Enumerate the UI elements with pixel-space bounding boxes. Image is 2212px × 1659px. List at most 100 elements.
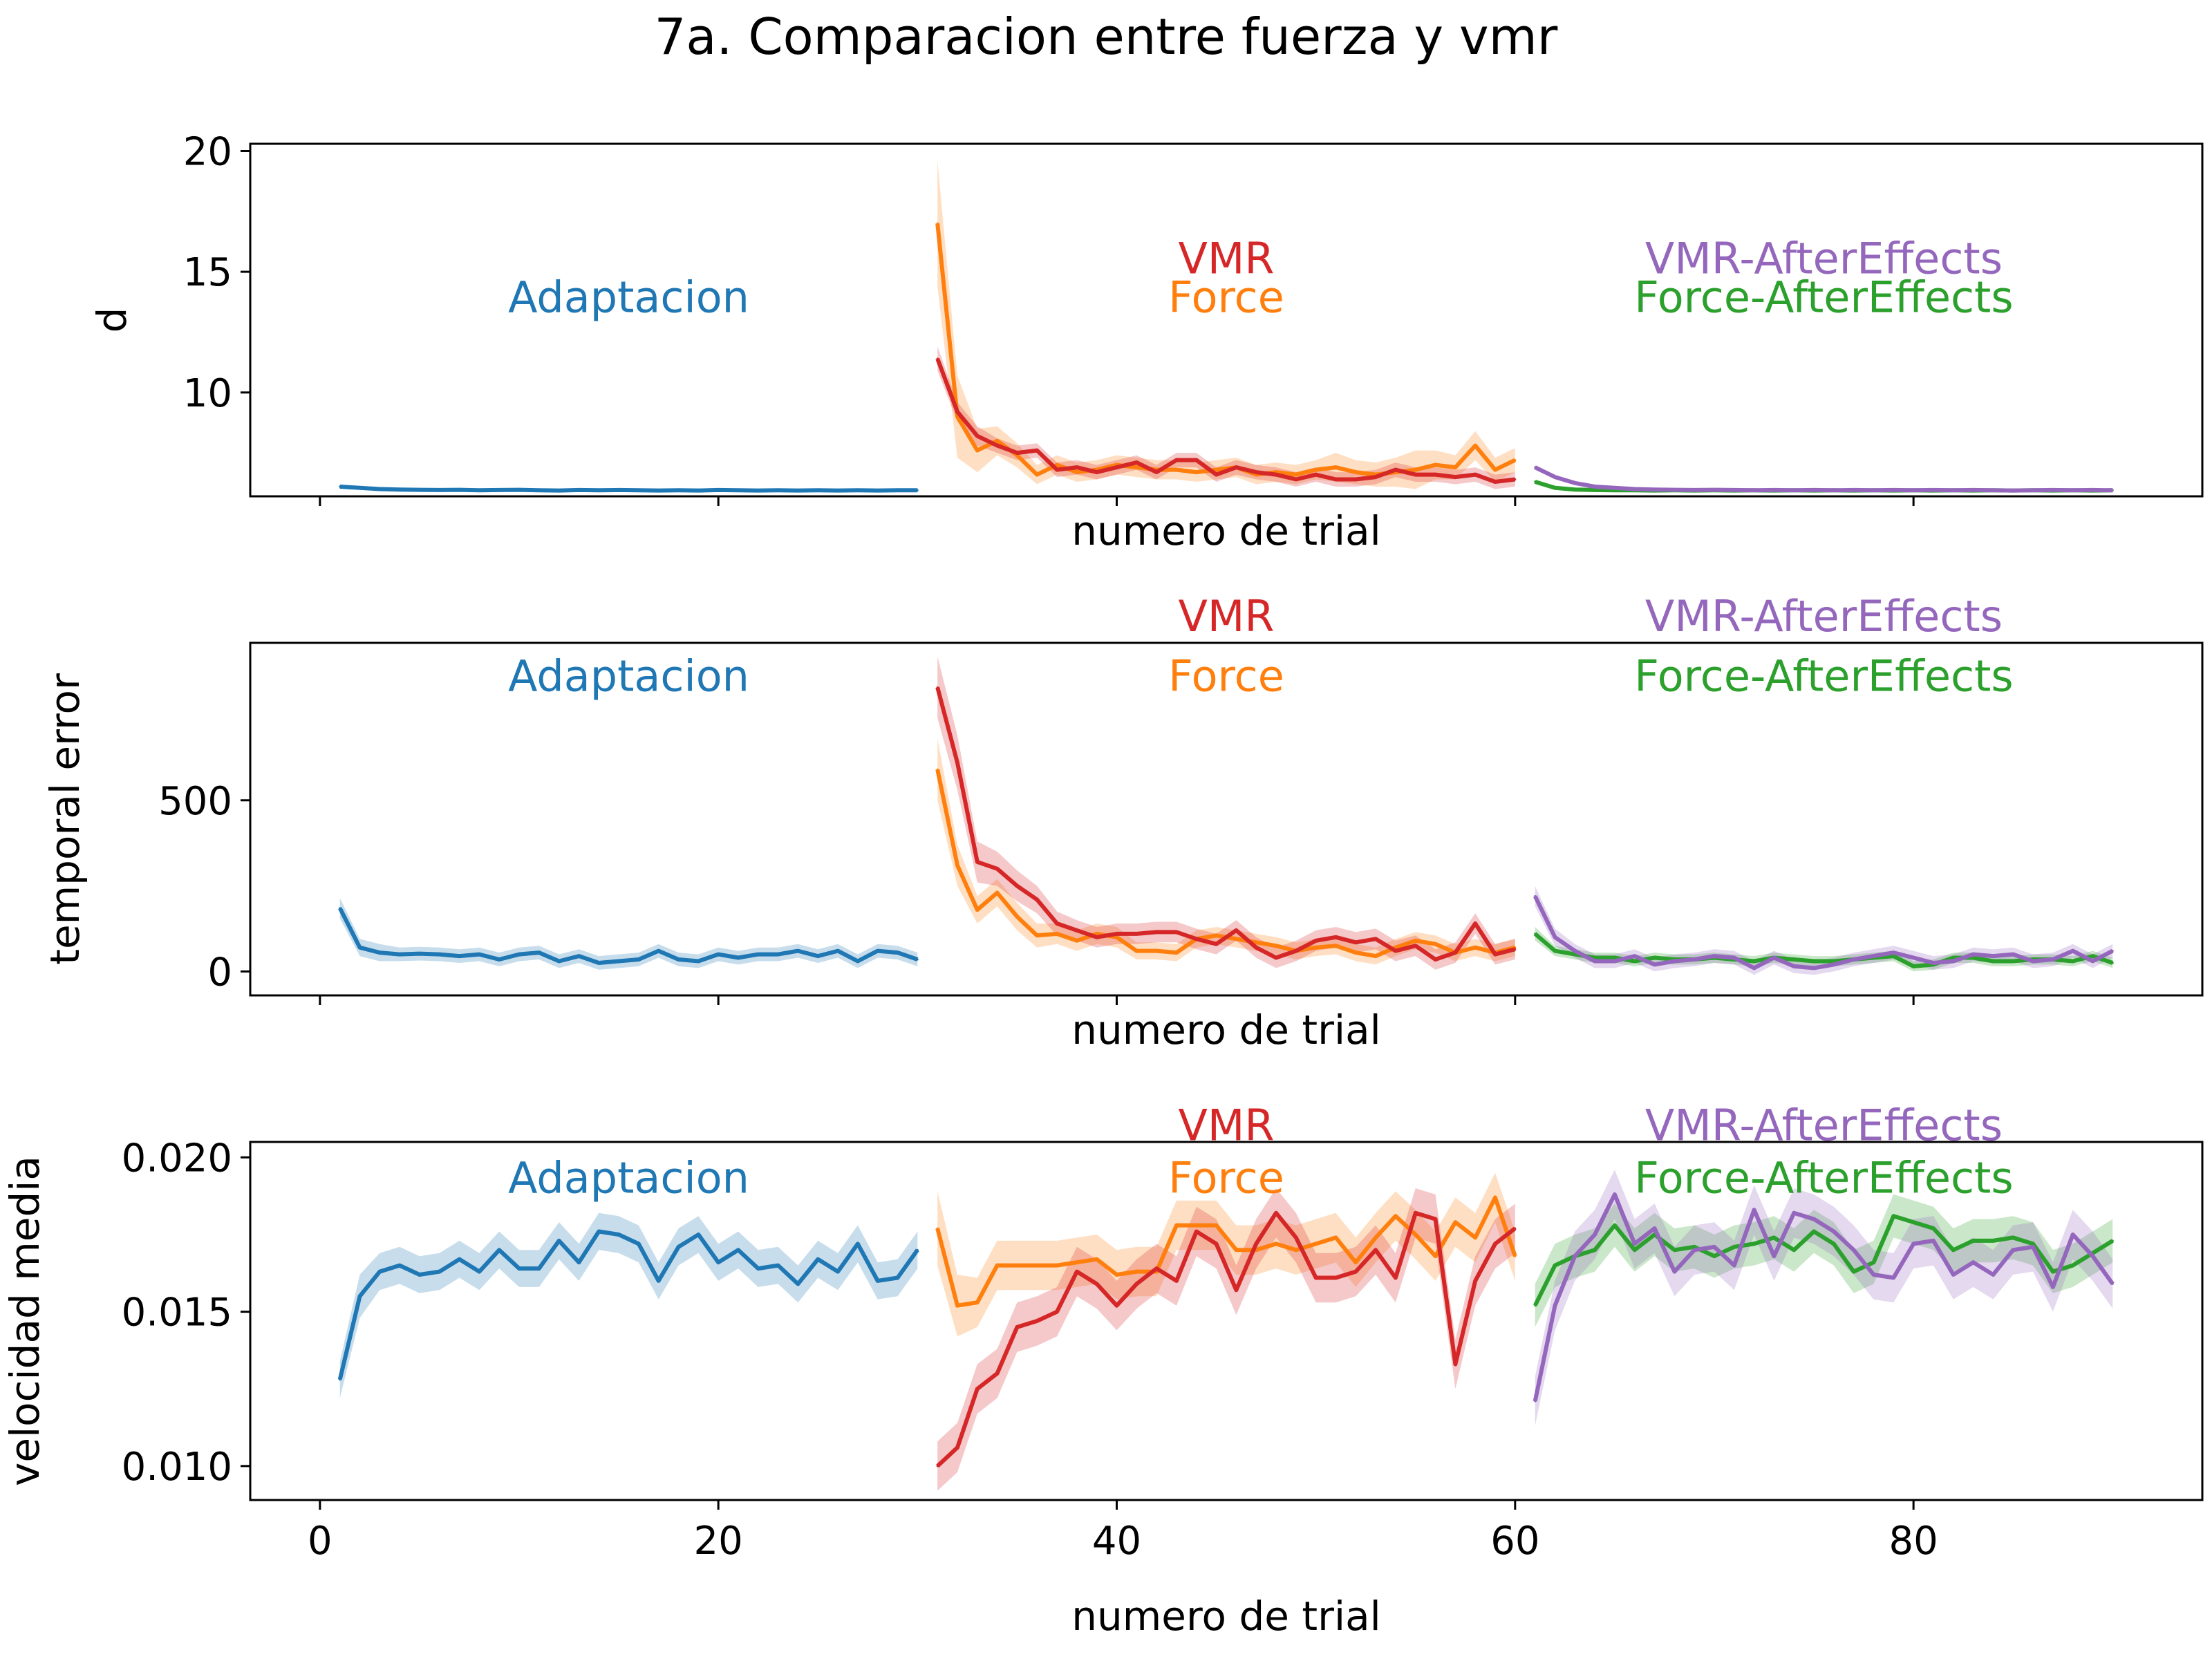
data-point-adaptacion: [438, 1271, 441, 1273]
data-point-adaptacion: [478, 489, 480, 491]
data-point-vmr: [1015, 885, 1018, 888]
data-point-force: [1275, 944, 1277, 947]
data-point-vmr-aftereffects: [1812, 489, 1815, 491]
phase-label-vmr-aftereffects: VMR-AfterEffects: [1645, 1100, 2003, 1151]
data-point-force: [996, 892, 999, 894]
data-point-adaptacion: [498, 489, 500, 491]
data-point-adaptacion: [836, 1271, 839, 1273]
data-point-force-aftereffects: [2052, 1271, 2054, 1273]
data-point-vmr-aftereffects: [2032, 489, 2034, 491]
data-point-vmr: [1155, 471, 1158, 474]
data-point-vmr-aftereffects: [1892, 1277, 1895, 1279]
phase-label-vmr-aftereffects: VMR-AfterEffects: [1645, 591, 2003, 641]
data-point-vmr: [1474, 1280, 1477, 1282]
data-point-vmr: [1135, 932, 1138, 935]
y-tick-label: 15: [183, 250, 232, 295]
data-point-adaptacion: [478, 1271, 480, 1273]
data-point-force: [1434, 943, 1437, 946]
data-point-force-aftereffects: [1873, 1261, 1875, 1264]
data-point-vmr: [1195, 1230, 1198, 1232]
data-point-vmr-aftereffects: [1673, 1271, 1676, 1273]
data-point-vmr-aftereffects: [1733, 957, 1736, 959]
data-point-force: [1434, 1255, 1437, 1257]
data-point-vmr-aftereffects: [2111, 950, 2114, 953]
data-point-adaptacion: [737, 1248, 740, 1251]
band-adaptacion: [339, 897, 918, 970]
data-point-force: [1335, 1236, 1337, 1239]
data-point-vmr-aftereffects: [2111, 1282, 2114, 1285]
data-point-vmr-aftereffects: [1912, 957, 1915, 959]
data-point-force-aftereffects: [1613, 957, 1616, 959]
data-point-force: [1235, 1248, 1237, 1251]
data-point-force: [996, 440, 999, 442]
data-point-force-aftereffects: [1573, 488, 1576, 491]
data-point-vmr: [1335, 936, 1337, 939]
data-point-adaptacion: [677, 489, 680, 491]
data-point-force: [1315, 946, 1318, 949]
data-point-vmr-aftereffects: [2092, 1255, 2094, 1257]
data-point-vmr: [1255, 946, 1257, 949]
data-point-adaptacion: [657, 489, 660, 492]
data-point-vmr: [1096, 936, 1098, 939]
data-point-adaptacion: [538, 489, 541, 491]
data-point-adaptacion: [558, 1239, 561, 1242]
data-point-vmr: [1514, 948, 1517, 950]
data-point-adaptacion: [757, 1267, 760, 1270]
data-point-force: [1494, 1196, 1497, 1199]
data-point-adaptacion: [816, 489, 819, 491]
data-point-vmr: [1394, 469, 1397, 471]
data-point-adaptacion: [856, 960, 859, 962]
data-point-force: [1215, 1224, 1218, 1227]
data-point-adaptacion: [717, 489, 720, 491]
figure-title: 7a. Comparacion entre fuerza y vmr: [655, 8, 1558, 66]
data-point-adaptacion: [398, 488, 401, 491]
data-point-force: [1076, 939, 1078, 942]
phase-label-force-aftereffects: Force-AfterEffects: [1634, 651, 2013, 702]
data-point-adaptacion: [398, 953, 401, 956]
data-point-adaptacion: [498, 1248, 500, 1251]
data-point-adaptacion: [796, 950, 799, 953]
data-point-vmr-aftereffects: [1952, 1273, 1955, 1276]
data-point-force: [1135, 950, 1138, 953]
data-point-force: [1035, 474, 1038, 476]
data-point-vmr: [1394, 1277, 1397, 1279]
data-point-vmr-aftereffects: [1633, 1242, 1636, 1245]
data-point-force: [1474, 444, 1477, 447]
data-point-adaptacion: [677, 1246, 680, 1248]
data-point-adaptacion: [697, 489, 700, 492]
data-point-vmr-aftereffects: [1892, 489, 1895, 491]
data-point-vmr-aftereffects: [1733, 489, 1736, 491]
data-point-force: [936, 222, 939, 225]
data-point-vmr: [1056, 922, 1058, 925]
data-point-adaptacion: [378, 951, 381, 954]
data-point-adaptacion: [657, 950, 660, 953]
data-point-vmr: [1255, 1242, 1257, 1245]
data-point-force: [1096, 1258, 1098, 1261]
data-point-force-aftereffects: [1833, 1242, 1835, 1245]
data-point-force-aftereffects: [1812, 960, 1815, 962]
data-point-vmr: [1374, 1248, 1377, 1251]
data-point-vmr-aftereffects: [1673, 489, 1676, 491]
data-point-adaptacion: [897, 1277, 899, 1279]
data-point-vmr: [1116, 1304, 1118, 1307]
data-point-vmr: [1374, 937, 1377, 940]
data-point-adaptacion: [777, 1264, 780, 1267]
data-point-adaptacion: [438, 953, 441, 956]
data-point-vmr-aftereffects: [1991, 955, 1994, 957]
data-point-vmr-aftereffects: [1554, 476, 1556, 478]
data-point-vmr: [1215, 1242, 1218, 1245]
data-point-vmr: [1076, 466, 1078, 469]
data-point-vmr-aftereffects: [2052, 489, 2054, 491]
data-point-force: [1474, 946, 1477, 949]
data-point-vmr: [1454, 476, 1456, 478]
data-point-vmr-aftereffects: [2012, 489, 2014, 492]
y-tick-label: 10: [183, 371, 232, 416]
band-adaptacion: [339, 1212, 918, 1398]
data-point-vmr-aftereffects: [1613, 487, 1616, 489]
data-point-vmr-aftereffects: [1534, 466, 1537, 469]
data-point-vmr-aftereffects: [1932, 962, 1935, 964]
data-point-vmr: [1315, 1277, 1318, 1279]
data-point-vmr-aftereffects: [1833, 963, 1835, 966]
data-point-vmr: [1434, 1218, 1437, 1221]
data-point-adaptacion: [757, 953, 760, 956]
